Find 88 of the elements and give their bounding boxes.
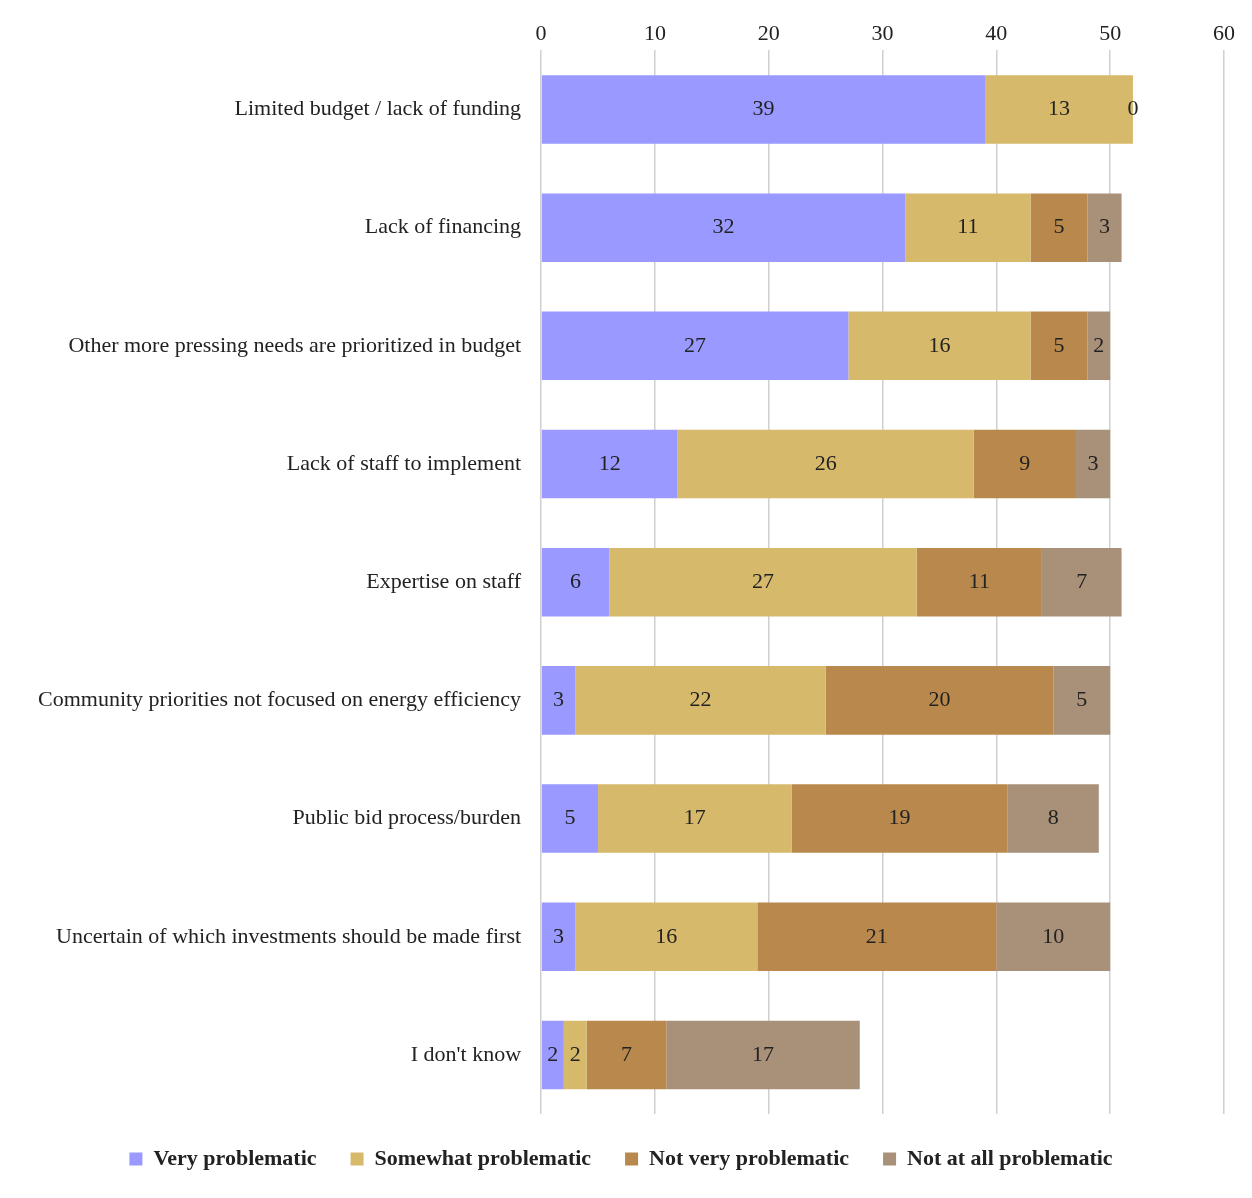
- bar: [575, 666, 826, 735]
- x-tick-label: 10: [643, 19, 666, 45]
- data-label: 9: [1019, 449, 1031, 475]
- bar: [1087, 311, 1111, 381]
- bar: [916, 547, 1042, 617]
- data-label: 12: [598, 449, 621, 475]
- x-tick-label: 30: [871, 19, 894, 45]
- data-label: 20: [928, 686, 951, 712]
- legend-label: Not very problematic: [649, 1144, 850, 1170]
- data-label: 32: [712, 213, 735, 239]
- data-label: 5: [564, 804, 576, 830]
- bar: [666, 1020, 860, 1090]
- y-tick-label: Lack of staff to implement: [286, 449, 522, 475]
- data-label: 2: [569, 1040, 581, 1066]
- data-label: 5: [1053, 331, 1065, 357]
- bar: [541, 784, 598, 853]
- data-label: 3: [1087, 449, 1099, 475]
- bar: [973, 429, 1077, 499]
- bar: [575, 902, 758, 972]
- bar: [541, 1020, 564, 1090]
- data-label: 2: [547, 1040, 559, 1066]
- data-label: 3: [553, 922, 565, 948]
- y-tick-label: Limited budget / lack of funding: [234, 95, 522, 121]
- x-tick-label: 0: [535, 19, 547, 45]
- x-tick-label: 40: [985, 19, 1008, 45]
- y-tick-label: Lack of financing: [364, 213, 522, 239]
- data-label: 26: [814, 449, 837, 475]
- bar: [1076, 429, 1111, 499]
- legend-label: Not at all problematic: [907, 1144, 1113, 1170]
- y-tick-label: Other more pressing needs are prioritized in budget: [68, 331, 522, 357]
- data-label: 27: [684, 331, 707, 357]
- bar: [586, 1020, 667, 1090]
- bar: [563, 1020, 587, 1090]
- data-label: 11: [957, 213, 979, 239]
- data-label: 39: [752, 95, 775, 121]
- bar: [677, 429, 974, 499]
- bar: [541, 902, 576, 972]
- data-label: 8: [1047, 804, 1059, 830]
- y-tick-label: Uncertain of which investments should be made first: [56, 922, 522, 948]
- data-label: 0: [1127, 95, 1139, 121]
- bar: [996, 902, 1111, 972]
- bar: [1041, 547, 1122, 617]
- bar: [541, 193, 906, 262]
- y-tick-label: Public bid process/burden: [292, 804, 522, 830]
- bar: [541, 75, 985, 144]
- y-tick-label: Community priorities not focused on energy efficiency: [38, 686, 522, 712]
- bar: [541, 666, 576, 735]
- data-label: 16: [928, 331, 951, 357]
- legend-label: Very problematic: [153, 1144, 317, 1170]
- bar: [791, 784, 1008, 853]
- bar: [541, 311, 849, 381]
- data-label: 17: [683, 804, 706, 830]
- data-label: 10: [1042, 922, 1065, 948]
- bar: [1030, 311, 1088, 381]
- data-label: 22: [689, 686, 712, 712]
- data-label: 17: [752, 1040, 775, 1066]
- data-label: 5: [1076, 686, 1088, 712]
- bar: [597, 784, 792, 853]
- data-label: 27: [752, 567, 775, 593]
- y-tick-label: Expertise on staff: [366, 567, 522, 593]
- data-label: 19: [888, 804, 911, 830]
- data-label: 16: [655, 922, 678, 948]
- data-label: 2: [1093, 331, 1105, 357]
- data-label: 21: [865, 922, 888, 948]
- bar: [1030, 193, 1088, 262]
- data-label: 11: [968, 567, 990, 593]
- bar: [905, 193, 1031, 262]
- data-label: 7: [620, 1040, 632, 1066]
- data-label: 3: [1098, 213, 1110, 239]
- data-label: 3: [553, 686, 565, 712]
- bar: [1053, 666, 1111, 735]
- legend-label: Somewhat problematic: [374, 1144, 592, 1170]
- bar: [1007, 784, 1099, 853]
- bar: [609, 547, 917, 617]
- data-label: 5: [1053, 213, 1065, 239]
- bar: [825, 666, 1054, 735]
- bar: [757, 902, 997, 972]
- data-label: 7: [1076, 567, 1088, 593]
- bar: [848, 311, 1031, 381]
- x-tick-label: 20: [757, 19, 780, 45]
- bar: [1087, 193, 1122, 262]
- data-label: 13: [1047, 95, 1070, 121]
- bar: [541, 547, 610, 617]
- bar: [541, 429, 678, 499]
- data-label: 6: [570, 567, 582, 593]
- x-tick-label: 50: [1099, 19, 1122, 45]
- y-tick-label: I don't know: [410, 1040, 522, 1066]
- x-tick-label: 60: [1213, 19, 1235, 45]
